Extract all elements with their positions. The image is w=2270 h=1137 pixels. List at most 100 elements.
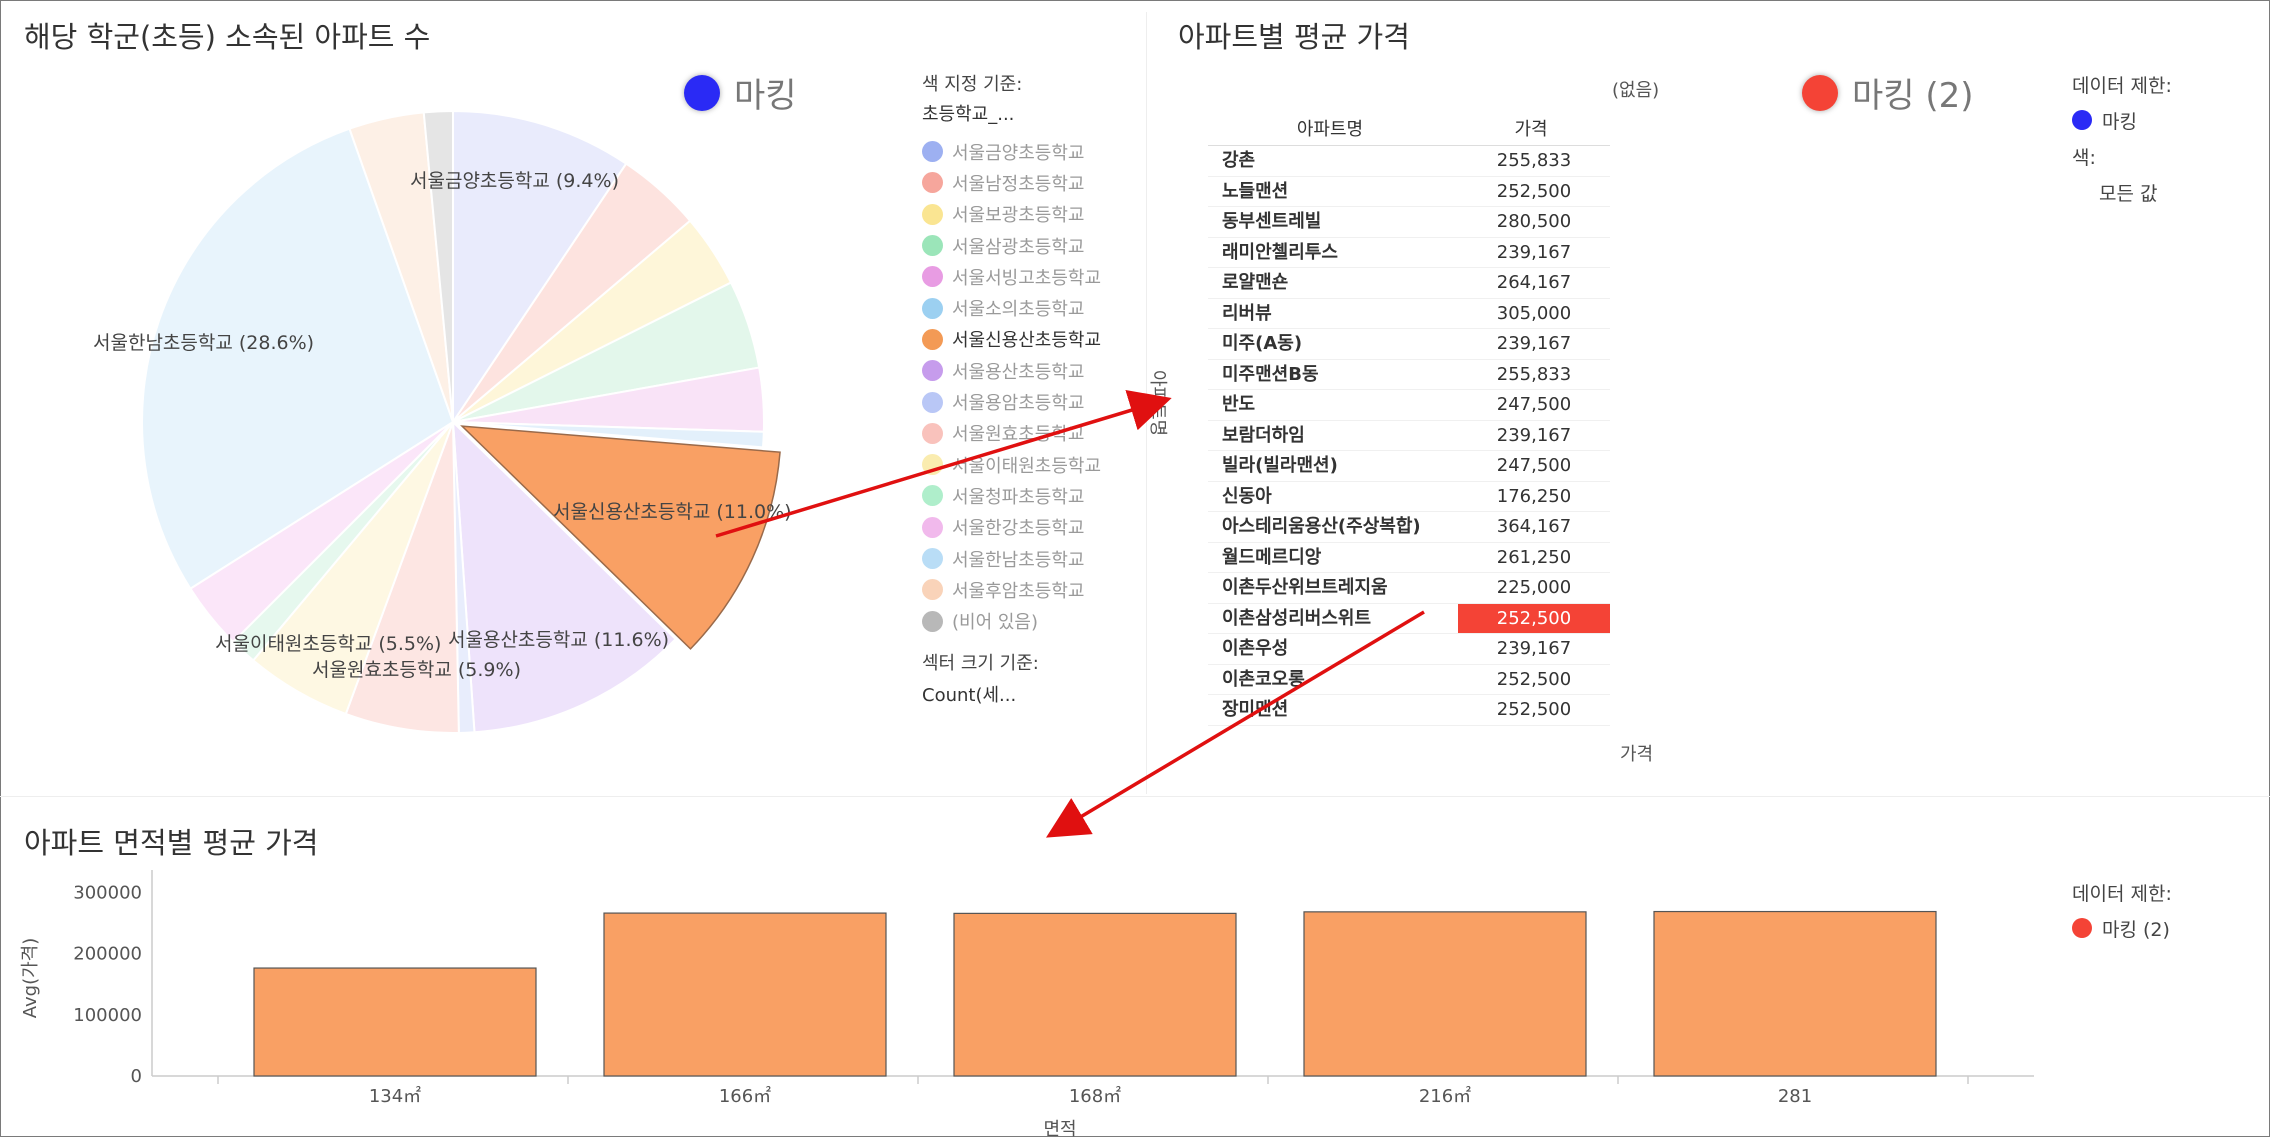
legend-swatch-icon <box>922 548 943 569</box>
y-axis-title: Avg(가격) <box>20 938 41 1019</box>
legend-item-label: 서울이태원초등학교 <box>952 455 1102 477</box>
bar[interactable] <box>1303 911 1587 1077</box>
legend-item[interactable]: 서울원효초등학교 <box>922 418 1152 449</box>
limit-item[interactable]: 마킹 (2) <box>2072 910 2172 946</box>
legend-item[interactable]: 서울서빙고초등학교 <box>922 261 1152 292</box>
annotation-arrow-table-to-chart <box>1045 610 1425 838</box>
legend-item[interactable]: 서울금양초등학교 <box>922 136 1152 167</box>
marking-dot-icon <box>684 74 720 111</box>
cell-price: 252,500 <box>1496 180 1572 202</box>
pie-label-itaewon: 서울이태원초등학교 (5.5%) <box>215 633 441 655</box>
pie-marking-indicator[interactable]: 마킹 <box>684 68 797 117</box>
legend-item[interactable]: 서울소의초등학교 <box>922 292 1152 323</box>
table-marking-indicator[interactable]: 마킹 (2) <box>1802 68 1974 117</box>
table-row[interactable]: 로얄맨숀 264,167 <box>1208 268 1610 299</box>
legend-size-field[interactable]: Count(세... <box>922 684 1017 706</box>
table-row[interactable]: 아스테리움용산(주상복합) 364,167 <box>1208 512 1610 543</box>
col-header-price[interactable]: 가격 <box>1514 119 1548 140</box>
table-panel-title: 아파트별 평균 가격 <box>1178 20 1410 54</box>
table-row[interactable]: 보람더하임 239,167 <box>1208 421 1610 451</box>
legend-item-label: 서울남정초등학교 <box>952 173 1085 195</box>
cell-apartment-name: 래미안첼리투스 <box>1222 241 1338 263</box>
col-header-name[interactable]: 아파트명 <box>1296 119 1364 140</box>
table-header: 아파트명 가격 <box>1208 115 1610 146</box>
legend-item[interactable]: 서울신용산초등학교 <box>922 324 1152 355</box>
table-row[interactable]: 월드메르디앙 261,250 <box>1208 543 1610 573</box>
table-row[interactable]: 미주맨션B동 255,833 <box>1208 360 1610 390</box>
apartment-price-table[interactable]: 아파트명 가격 강촌 255,833 노들맨션 252,500 동부센트레빌 280,50… <box>1208 115 1610 727</box>
cell-price: 255,833 <box>1496 150 1572 171</box>
legend-swatch-icon <box>922 485 943 507</box>
cell-price: 364,167 <box>1496 516 1572 537</box>
table-row[interactable]: 이촌두산위브트레지움 225,000 <box>1208 573 1610 604</box>
pie-slice[interactable] <box>141 127 455 591</box>
table-row[interactable]: 리버뷰 305,000 <box>1208 299 1610 329</box>
table-marking-label: 마킹 (2) <box>1852 76 1974 116</box>
legend-size-header: 섹터 크기 기준: <box>922 652 1039 674</box>
legend-item[interactable]: 서울후암초등학교 <box>922 574 1152 605</box>
legend-item-label: 서울후암초등학교 <box>952 580 1085 602</box>
limit-item-label: 마킹 (2) <box>2102 918 2170 941</box>
limit-item-label: 마킹 <box>2102 110 2137 133</box>
cell-price: 239,167 <box>1496 241 1572 263</box>
color-value[interactable]: 모든 값 <box>2099 182 2158 205</box>
bar[interactable] <box>1653 910 1937 1077</box>
cell-price: 247,500 <box>1496 455 1572 476</box>
legend-swatch-icon <box>922 422 943 444</box>
legend-item[interactable]: 서울한남초등학교 <box>922 543 1152 574</box>
table-row[interactable]: 신동아 176,250 <box>1208 482 1610 512</box>
table-row[interactable]: 동부센트레빌 280,500 <box>1208 207 1610 238</box>
table-row[interactable]: 래미안첼리투스 239,167 <box>1208 238 1610 268</box>
cell-price: 239,167 <box>1496 638 1572 659</box>
pie-slice[interactable] <box>452 421 765 449</box>
legend-item[interactable]: 서울용산초등학교 <box>922 355 1152 386</box>
bar[interactable] <box>603 912 887 1077</box>
legend-swatch-icon <box>922 235 943 257</box>
legend-item[interactable]: 서울삼광초등학교 <box>922 230 1152 261</box>
pie-label-geumyang: 서울금양초등학교 (9.4%) <box>410 170 619 192</box>
legend-item[interactable]: 서울보광초등학교 <box>922 199 1152 230</box>
cell-price: 280,500 <box>1496 211 1572 232</box>
cell-apartment-name: 강촌 <box>1222 150 1256 171</box>
pie-panel-title: 해당 학군(초등) 소속된 아파트 수 <box>24 20 431 54</box>
legend-item[interactable]: 서울용암초등학교 <box>922 386 1152 417</box>
table-row[interactable]: 이촌우성 239,167 <box>1208 634 1610 665</box>
pie-slice[interactable] <box>451 419 678 734</box>
pie-label-yongsan: 서울용산초등학교 (11.6%) <box>448 629 669 651</box>
cell-price: 247,500 <box>1496 394 1572 415</box>
legend-swatch-icon <box>922 203 943 225</box>
pie-color-legend: 색 지정 기준: 초등학교_... 서울금양초등학교 서울남정초등학교 서울보광초등… <box>922 70 1152 717</box>
cell-apartment-name: 보람더하임 <box>1222 424 1305 446</box>
legend-item[interactable]: 서울한강초등학교 <box>922 512 1152 543</box>
legend-item[interactable]: 서울청파초등학교 <box>922 480 1152 511</box>
limit-header: 데이터 제한: <box>2072 882 2172 905</box>
table-row[interactable]: 이촌코오롱 252,500 <box>1208 665 1610 695</box>
y-tick-label: 300000 <box>73 882 142 903</box>
table-row[interactable]: 미주(A동) 239,167 <box>1208 329 1610 360</box>
pie-slice[interactable] <box>460 425 781 650</box>
bar-panel-title: 아파트 면적별 평균 가격 <box>24 826 319 860</box>
pie-slice[interactable] <box>452 109 628 426</box>
legend-color-field[interactable]: 초등학교_... <box>922 104 1015 125</box>
x-tick-label: 134㎡ <box>369 1085 421 1107</box>
bar[interactable] <box>253 967 537 1077</box>
table-row[interactable]: 강촌 255,833 <box>1208 146 1610 177</box>
table-row[interactable]: 빌라(빌라맨션) 247,500 <box>1208 451 1610 482</box>
legend-swatch-icon <box>922 610 943 632</box>
x-tick-label: 168㎡ <box>1069 1085 1121 1107</box>
legend-item[interactable]: (비어 있음) <box>922 605 1152 636</box>
table-row[interactable]: 이촌삼성리버스위트 252,500 <box>1208 603 1610 634</box>
legend-item[interactable]: 서울남정초등학교 <box>922 167 1152 198</box>
pie-label-wonhyo: 서울원효초등학교 (5.9%) <box>312 659 521 681</box>
cell-apartment-name: 미주맨션B동 <box>1222 363 1319 385</box>
cell-price: 176,250 <box>1496 485 1572 507</box>
bar[interactable] <box>953 912 1237 1077</box>
marking-dot-icon <box>2072 918 2092 938</box>
table-row[interactable]: 반도 247,500 <box>1208 390 1610 421</box>
legend-item-label: 서울용산초등학교 <box>952 361 1085 383</box>
limit-item[interactable]: 마킹 <box>2072 102 2172 138</box>
pie-chart[interactable]: 서울금양초등학교 (9.4%) 서울한남초등학교 (28.6%) 서울신용산초등… <box>0 0 1146 796</box>
pie-slice[interactable] <box>422 109 454 423</box>
table-row[interactable]: 노들맨션 252,500 <box>1208 177 1610 207</box>
